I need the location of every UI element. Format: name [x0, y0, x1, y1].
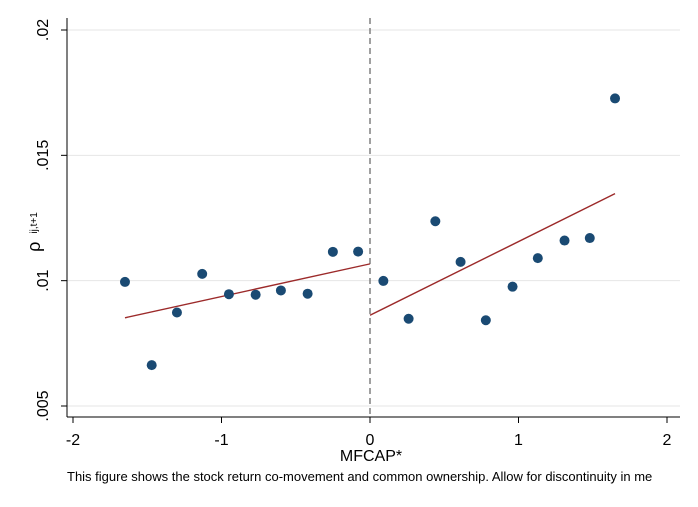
data-point	[480, 315, 491, 326]
y-axis-subscript: ij,t+1	[29, 212, 40, 234]
x-tick-label: -1	[214, 432, 228, 449]
tick-marks	[61, 29, 668, 423]
x-tick-label: 0	[366, 432, 375, 449]
y-axis-title: ρ ij,t+1	[24, 212, 44, 252]
data-point	[327, 246, 338, 257]
tick-labels: .005 .01 .015 .02 -2 -1 0 1 2	[35, 19, 672, 449]
data-point	[430, 216, 441, 227]
data-point	[302, 288, 313, 299]
data-points	[119, 93, 621, 371]
data-point	[119, 276, 130, 287]
data-point	[171, 307, 182, 318]
data-point	[455, 256, 466, 267]
axes	[66, 18, 680, 418]
y-tick-label: .005	[35, 390, 52, 421]
data-point	[146, 360, 157, 371]
figure-caption: This figure shows the stock return co-mo…	[67, 469, 653, 484]
y-tick-label: .02	[35, 19, 52, 41]
data-point	[403, 313, 414, 324]
fit-lines	[124, 193, 616, 319]
data-point	[532, 253, 543, 264]
y-tick-label: .01	[35, 269, 52, 291]
data-point	[507, 281, 518, 292]
svg-text:ρ ij,t+1: ρ ij,t+1	[24, 212, 44, 252]
y-tick-label: .015	[35, 140, 52, 171]
data-point	[223, 289, 234, 300]
grid-lines	[67, 29, 680, 407]
data-point	[378, 275, 389, 286]
data-point	[275, 285, 286, 296]
data-point	[353, 246, 364, 257]
data-point	[610, 93, 621, 104]
x-tick-label: 2	[663, 432, 672, 449]
x-tick-label: 1	[514, 432, 523, 449]
fit-line	[369, 193, 616, 316]
data-point	[559, 235, 570, 246]
data-point	[197, 268, 208, 279]
data-point	[584, 233, 595, 244]
x-tick-label: -2	[66, 432, 80, 449]
fit-line	[124, 263, 371, 319]
x-axis-title: MFCAP*	[340, 448, 402, 465]
data-point	[250, 289, 261, 300]
y-axis-symbol: ρ	[24, 242, 44, 252]
